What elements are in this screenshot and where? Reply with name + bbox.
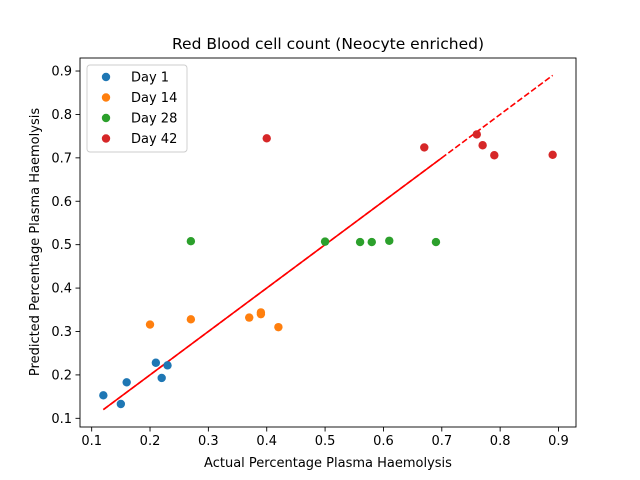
data-point-series-2-3: [245, 313, 254, 322]
data-point-series-1-5: [157, 373, 166, 383]
data-point-series-4-1: [262, 134, 271, 143]
fit-line-solid: [102, 157, 443, 411]
axis-ticks-layer: 0.1 0.2 0.3 0.4 0.5 0.6 0.7 0.8 0.9 0.1 0.2 0.3 0.4 0…: [51, 65, 569, 449]
plot-frame: [79, 57, 577, 428]
data-point-series-3-2: [320, 237, 330, 246]
x-tick-label-7: 0.7: [431, 434, 452, 449]
data-point-series-1-3: [122, 378, 131, 387]
legend-marker-series-4: [101, 134, 111, 143]
legend-marker-series-3: [101, 113, 111, 123]
y-tick-label-8: 0.8: [51, 108, 72, 123]
x-tick-label-2: 0.2: [140, 434, 161, 449]
data-point-series-1-4: [151, 358, 161, 367]
legend-label-series-4: Day 42: [131, 132, 177, 147]
x-tick-label-6: 0.6: [373, 434, 394, 449]
x-tick-label-8: 0.8: [490, 434, 511, 449]
x-tick-label-1: 0.1: [81, 434, 102, 449]
x-tick-label-3: 0.3: [198, 434, 219, 449]
data-point-series-3-4: [367, 237, 376, 247]
x-tick-label-4: 0.4: [256, 434, 277, 449]
y-axis-label: Predicted Percentage Plasma Haemolysis: [28, 108, 43, 376]
x-tick-label-5: 0.5: [315, 434, 336, 449]
data-point-series-2-6: [274, 322, 283, 332]
data-point-series-3-1: [186, 236, 196, 246]
legend-label-series-3: Day 28: [131, 112, 177, 127]
data-point-series-4-6: [548, 150, 557, 160]
data-point-series-1-1: [99, 391, 108, 400]
data-point-series-4-4: [478, 141, 487, 150]
y-tick-label-5: 0.5: [51, 238, 72, 253]
data-point-series-2-2: [186, 315, 196, 324]
y-tick-label-9: 0.9: [51, 65, 72, 80]
y-tick-label-4: 0.4: [51, 282, 72, 297]
legend-marker-series-2: [101, 93, 111, 102]
data-points-layer: [99, 130, 557, 409]
legend: Day 1 Day 14 Day 28 Day 42: [86, 64, 188, 153]
y-tick-label-3: 0.3: [51, 325, 72, 340]
y-tick-label-7: 0.7: [51, 151, 72, 166]
y-tick-label-2: 0.2: [51, 368, 72, 383]
data-point-series-1-2: [116, 399, 126, 409]
x-tick-label-9: 0.9: [548, 434, 569, 449]
data-point-series-3-6: [431, 237, 441, 247]
data-point-series-4-5: [490, 151, 499, 160]
legend-box: [86, 64, 188, 153]
data-point-series-4-3: [472, 130, 481, 139]
chart-title: Red Blood cell count (Neocyte enriched): [172, 35, 484, 53]
data-point-series-2-1: [145, 320, 155, 329]
data-point-series-1-6: [163, 361, 172, 370]
x-axis-label: Actual Percentage Plasma Haemolysis: [204, 456, 452, 471]
data-point-series-3-3: [355, 237, 365, 247]
y-tick-label-1: 0.1: [51, 412, 72, 427]
data-point-series-2-5: [256, 309, 266, 319]
legend-label-series-1: Day 1: [131, 71, 169, 86]
data-point-series-4-2: [420, 143, 429, 152]
legend-marker-series-1: [101, 72, 111, 82]
data-point-series-3-5: [385, 236, 394, 245]
legend-label-series-2: Day 14: [131, 91, 177, 106]
y-tick-label-6: 0.6: [51, 195, 72, 210]
